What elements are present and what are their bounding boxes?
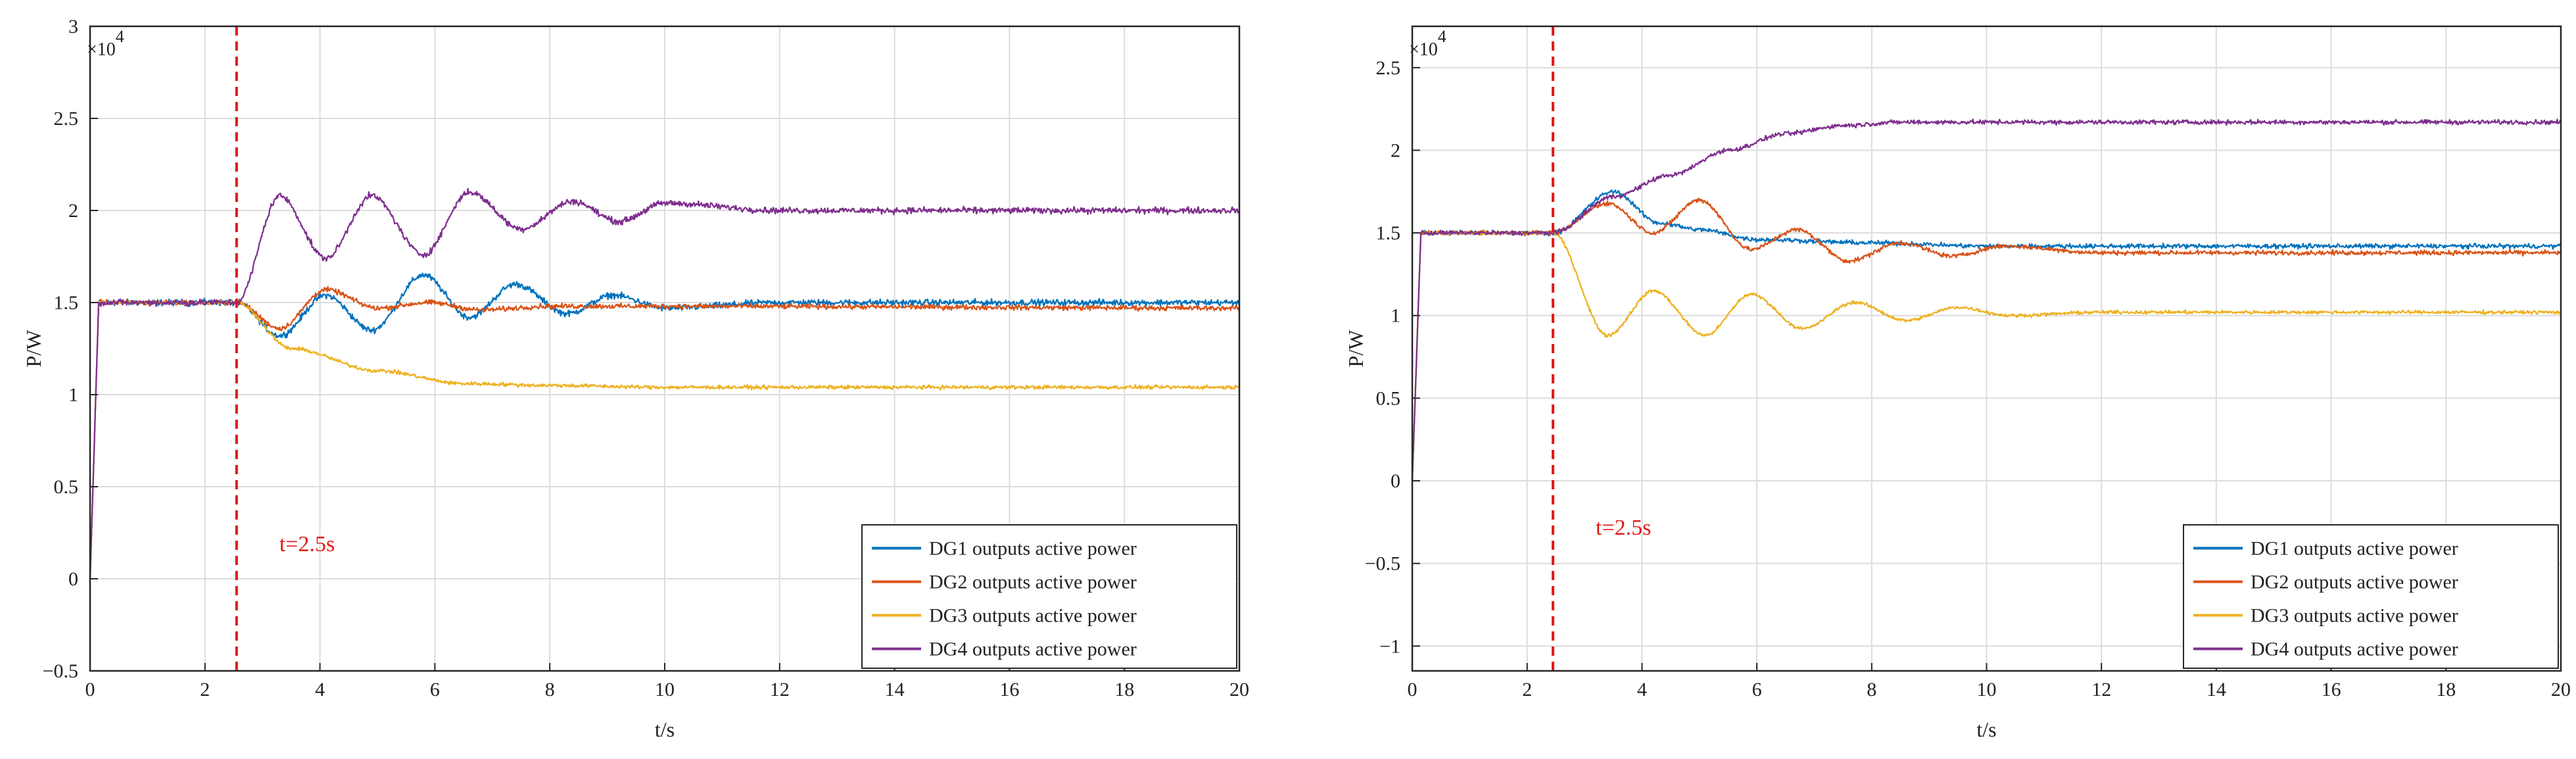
legend: DG1 outputs active power DG2 outputs acti… [861, 524, 1237, 669]
y-tick-label: 0.5 [1376, 387, 1401, 409]
legend-label: DG2 outputs active power [929, 572, 1137, 593]
x-tick-label: 10 [1977, 679, 1997, 700]
x-tick-label: 12 [770, 679, 790, 700]
y-tick-label: 1.5 [1376, 222, 1401, 244]
legend-label: DG3 outputs active power [929, 605, 1137, 627]
legend-label: DG4 outputs active power [2251, 639, 2458, 660]
x-axis-label: t/s [1976, 718, 1996, 741]
x-tick-label: 0 [1408, 679, 1418, 700]
y-tick-label: 0 [68, 568, 78, 590]
chart-panel-2: t=2.5s 0 2 4 6 8 10 12 14 16 18 20 −1 −0.5 0 0.5 1 1.5 2 2.… [1344, 25, 2571, 741]
x-tick-label: 16 [999, 679, 1019, 700]
series-line-dg3 [1411, 230, 2562, 481]
x-tick-label: 0 [85, 679, 95, 700]
x-tick-label: 8 [545, 679, 555, 700]
y-tick-label: −1 [1379, 635, 1400, 657]
legend-label: DG1 outputs active power [929, 538, 1137, 560]
y-axis-label: P/W [1344, 330, 1368, 368]
y-tick-label: 2.5 [1376, 57, 1401, 79]
x-tick-label: 2 [200, 679, 210, 700]
x-tick-label: 12 [2091, 679, 2111, 700]
x-tick-label: 16 [2322, 679, 2341, 700]
event-annotation: t=2.5s [279, 532, 335, 556]
y-exponent-label: ×104 [87, 27, 124, 60]
y-tick-label: 2 [1391, 139, 1400, 161]
y-exponent-label: ×104 [1409, 27, 1446, 60]
legend-label: DG2 outputs active power [2251, 572, 2458, 593]
series-line-dg4 [1411, 118, 2562, 481]
legend-label: DG3 outputs active power [2251, 605, 2458, 627]
x-tick-label: 20 [1229, 679, 1249, 700]
x-tick-label: 10 [655, 679, 675, 700]
legend: DG1 outputs active power DG2 outputs acti… [2183, 524, 2559, 669]
y-tick-label: 0.5 [54, 476, 79, 498]
x-tick-label: 6 [430, 679, 440, 700]
y-tick-label: 3 [68, 16, 78, 37]
series-line-dg4 [89, 187, 1241, 579]
legend-label: DG1 outputs active power [2251, 538, 2458, 560]
x-tick-label: 4 [315, 679, 325, 700]
series-line-dg3 [89, 299, 1240, 579]
x-axis-label: t/s [655, 718, 675, 741]
x-tick-label: 2 [1522, 679, 1532, 700]
chart-panel-1: t=2.5s 0 2 4 6 8 10 12 14 16 18 20 −0.5 0 0.5 1 1.5 2 2.5 3… [22, 16, 1249, 741]
legend-box [861, 524, 1237, 669]
x-tick-label: 18 [2436, 679, 2456, 700]
x-tick-label: 18 [1114, 679, 1134, 700]
y-tick-label: −0.5 [43, 660, 78, 682]
x-tick-label: 4 [1637, 679, 1647, 700]
x-tick-label: 14 [2206, 679, 2226, 700]
y-axis-label: P/W [22, 330, 45, 368]
y-tick-label: 0 [1391, 470, 1400, 492]
series-line-dg1 [89, 272, 1241, 579]
y-tick-label: −0.5 [1365, 553, 1400, 575]
legend-label: DG4 outputs active power [929, 639, 1137, 660]
y-tick-label: 1.5 [54, 292, 79, 314]
y-tick-label: 2 [68, 200, 78, 222]
y-tick-label: 2.5 [54, 108, 79, 130]
legend-box [2183, 524, 2559, 669]
x-tick-label: 8 [1867, 679, 1876, 700]
series-line-dg2 [89, 285, 1240, 579]
series-line-dg2 [1411, 197, 2562, 481]
x-tick-label: 20 [2551, 679, 2571, 700]
y-tick-label: 1 [68, 384, 78, 406]
x-tick-label: 6 [1752, 679, 1762, 700]
y-tick-label: 1 [1391, 305, 1400, 327]
x-tick-label: 14 [885, 679, 905, 700]
event-annotation: t=2.5s [1596, 516, 1651, 540]
